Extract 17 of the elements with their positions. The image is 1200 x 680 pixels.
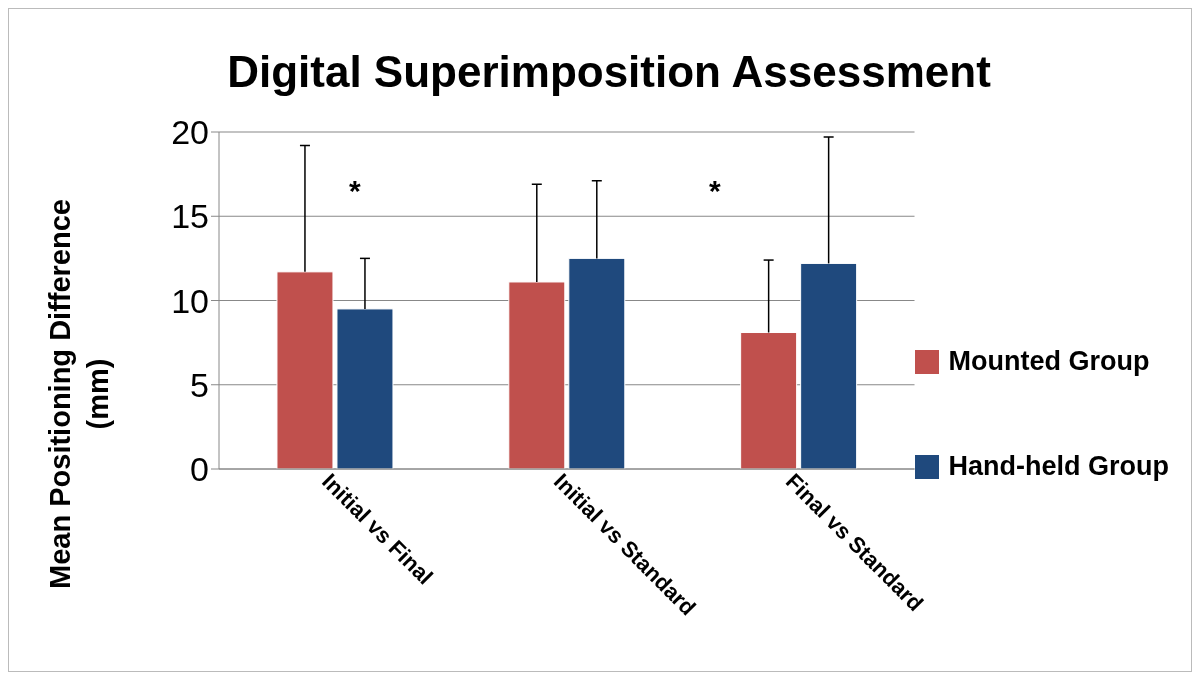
bar xyxy=(276,271,334,469)
bar xyxy=(800,262,858,469)
y-tick-label: 0 xyxy=(190,450,209,489)
y-tick-label: 20 xyxy=(171,113,209,152)
y-tick-label: 5 xyxy=(190,365,209,404)
annotation: * xyxy=(709,174,721,208)
bar xyxy=(508,281,566,469)
y-tick-label: 10 xyxy=(171,281,209,320)
y-axis-title: Mean Positioning Difference (mm) xyxy=(43,199,115,589)
bar xyxy=(336,308,394,469)
legend-label: Hand-held Group xyxy=(948,451,1169,482)
legend-label: Mounted Group xyxy=(948,346,1150,377)
bar xyxy=(568,257,626,469)
annotation: * xyxy=(349,174,361,208)
bar xyxy=(740,332,798,469)
y-tick-label: 15 xyxy=(171,197,209,236)
chart-title: Digital Superimposition Assessment xyxy=(226,47,992,97)
